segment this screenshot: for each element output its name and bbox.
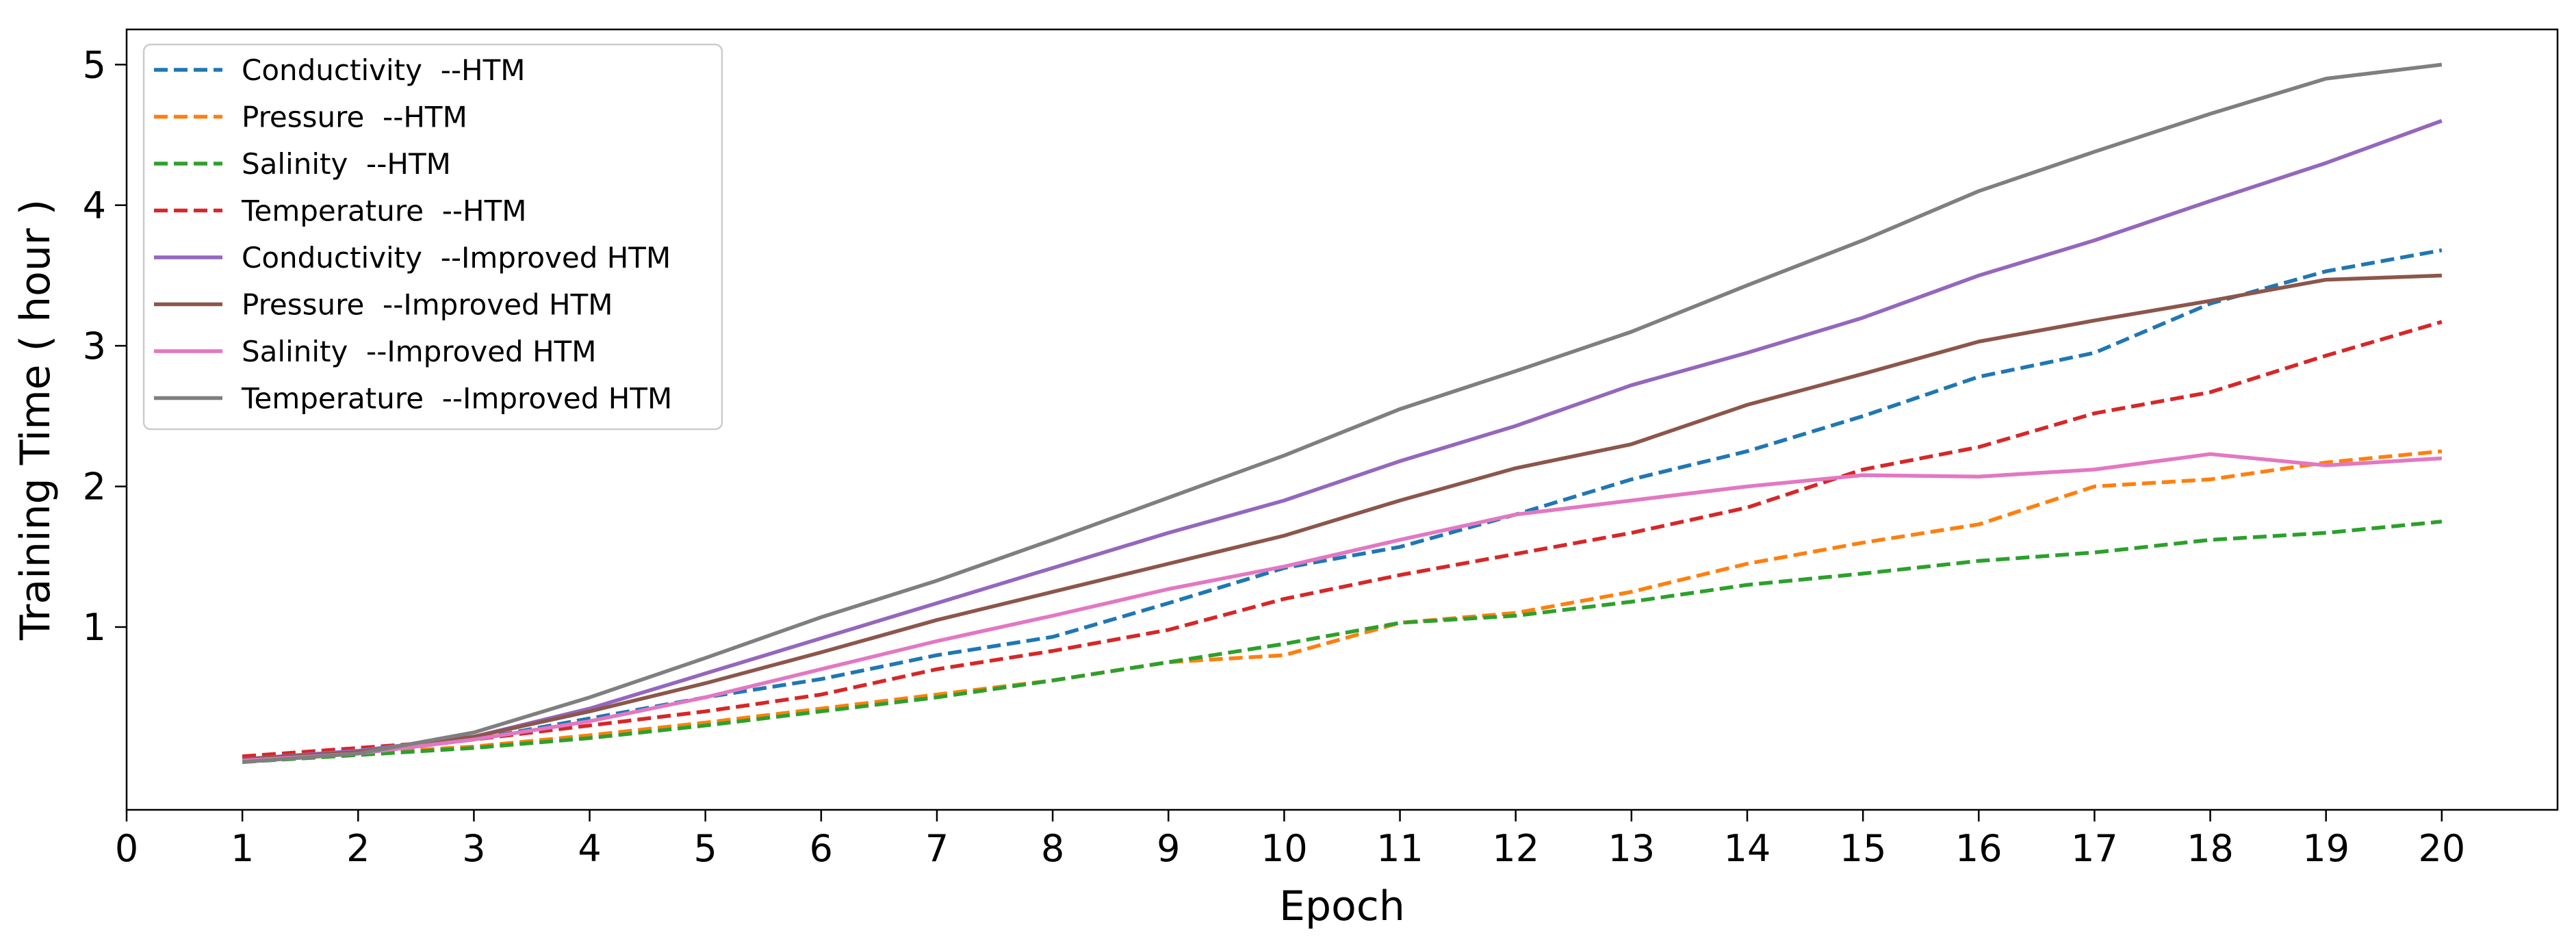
y-axis-ticks: 1 2 3 4 5 (83, 43, 127, 649)
x-tick-label: 16 (1955, 827, 2002, 870)
legend-label-5: Conductivity --Improved HTM (242, 241, 671, 275)
legend-frame (142, 43, 723, 431)
series-line-7 (242, 452, 2443, 763)
x-tick-label: 18 (2187, 827, 2234, 870)
y-tick-label: 3 (83, 324, 106, 368)
x-tick-label: 0 (115, 827, 138, 870)
axes (125, 28, 2559, 811)
x-tick-label: 20 (2418, 827, 2465, 870)
x-tick-label: 17 (2071, 827, 2118, 870)
x-tick-label: 7 (925, 827, 949, 870)
x-tick-label: 9 (1157, 827, 1180, 870)
series-line-8 (242, 62, 2443, 764)
x-tick-label: 19 (2302, 827, 2349, 870)
x-tick-label: 4 (578, 827, 601, 870)
x-tick-label: 11 (1376, 827, 1424, 870)
x-axis-ticks: 0 1 2 3 4 5 6 7 8 9 10 11 12 13 14 15 16 17 18 19 20 (115, 810, 2465, 870)
x-tick-label: 8 (1041, 827, 1064, 870)
x-tick-label: 10 (1261, 827, 1308, 870)
x-tick-label: 2 (346, 827, 370, 870)
legend-label-7: Salinity --Improved HTM (242, 335, 597, 368)
x-axis-label: Epoch (1279, 882, 1405, 930)
legend-label-8: Temperature --Improved HTM (241, 382, 672, 416)
x-tick-label: 5 (694, 827, 717, 870)
series-line-3 (242, 520, 2443, 764)
y-tick-label: 5 (83, 43, 106, 86)
legend-label-6: Pressure --Improved HTM (242, 288, 613, 322)
legend-label-3: Salinity --HTM (242, 147, 451, 181)
legend: Conductivity --HTM Pressure --HTM Salinity… (142, 43, 723, 431)
legend-label-4: Temperature --HTM (241, 194, 527, 228)
legend-label-2: Pressure --HTM (242, 101, 467, 134)
x-tick-label: 13 (1608, 827, 1655, 870)
x-tick-label: 6 (810, 827, 833, 870)
y-tick-label: 4 (83, 184, 106, 227)
plot-frame (125, 28, 2559, 811)
series-line-1 (242, 248, 2443, 763)
series-line-4 (242, 320, 2443, 758)
y-tick-label: 1 (83, 606, 106, 649)
y-axis-label: Training Time ( hour ) (12, 199, 60, 641)
x-tick-label: 14 (1724, 827, 1771, 870)
x-tick-label: 3 (462, 827, 485, 870)
x-tick-label: 15 (1840, 827, 1887, 870)
series-line-5 (242, 118, 2443, 761)
y-tick-label: 2 (83, 465, 106, 509)
series-line-6 (242, 273, 2442, 761)
legend-label-1: Conductivity --HTM (242, 53, 525, 87)
x-tick-label: 12 (1492, 827, 1539, 870)
series-layer (242, 62, 2443, 764)
x-tick-label: 1 (231, 827, 254, 870)
series-line-2 (242, 449, 2443, 763)
